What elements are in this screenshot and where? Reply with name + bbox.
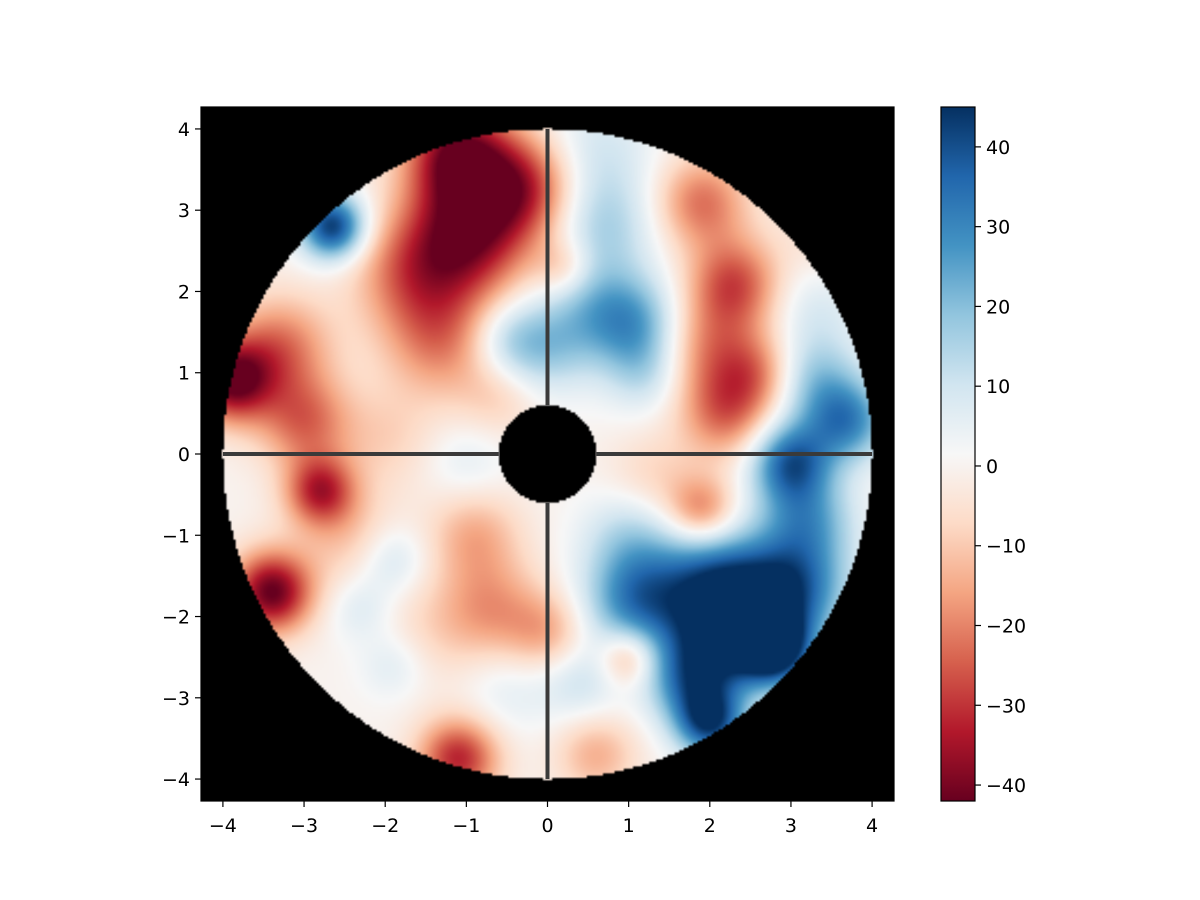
- x-tick-label: −4: [209, 815, 237, 837]
- colorbar-frame: [940, 106, 976, 802]
- x-tick-label: −3: [290, 815, 318, 837]
- y-tick-label: −1: [162, 525, 190, 547]
- y-tick-label: 1: [178, 363, 190, 385]
- x-tick-label: 0: [541, 815, 553, 837]
- colorbar-tick-label: 10: [986, 376, 1010, 398]
- colorbar: −40 −30 −20 −10 0 10 20 30 40: [940, 106, 1026, 802]
- plot-area: [200, 106, 895, 802]
- x-tick-label: −1: [452, 815, 480, 837]
- y-tick-label: −4: [162, 769, 190, 791]
- y-tick-label: 0: [178, 444, 190, 466]
- colorbar-axis: −40 −30 −20 −10 0 10 20 30 40: [975, 137, 1026, 797]
- colorbar-tick-label: 0: [986, 456, 998, 478]
- x-tick-label: 4: [866, 815, 878, 837]
- x-tick-label: 2: [704, 815, 716, 837]
- colorbar-tick-label: 30: [986, 217, 1010, 239]
- x-tick-label: 3: [785, 815, 797, 837]
- y-tick-label: 4: [178, 119, 190, 141]
- colorbar-tick-label: 20: [986, 296, 1010, 318]
- aperture-overlay: [222, 128, 873, 780]
- colorbar-tick-label: −10: [986, 536, 1026, 558]
- colorbar-tick-label: 40: [986, 137, 1010, 159]
- colorbar-tick-label: −40: [986, 775, 1026, 797]
- y-tick-label: −2: [162, 607, 190, 629]
- x-tick-label: 1: [623, 815, 635, 837]
- y-tick-label: 3: [178, 200, 190, 222]
- y-axis: −4 −3 −2 −1 0 1 2 3 4: [162, 119, 201, 791]
- colorbar-tick-label: −20: [986, 616, 1026, 638]
- x-axis: −4 −3 −2 −1 0 1 2 3 4: [209, 801, 878, 837]
- y-tick-label: −3: [162, 688, 190, 710]
- colorbar-tick-label: −30: [986, 695, 1026, 717]
- colorbar-gradient: [941, 107, 975, 801]
- x-tick-label: −2: [371, 815, 399, 837]
- y-tick-label: 2: [178, 281, 190, 303]
